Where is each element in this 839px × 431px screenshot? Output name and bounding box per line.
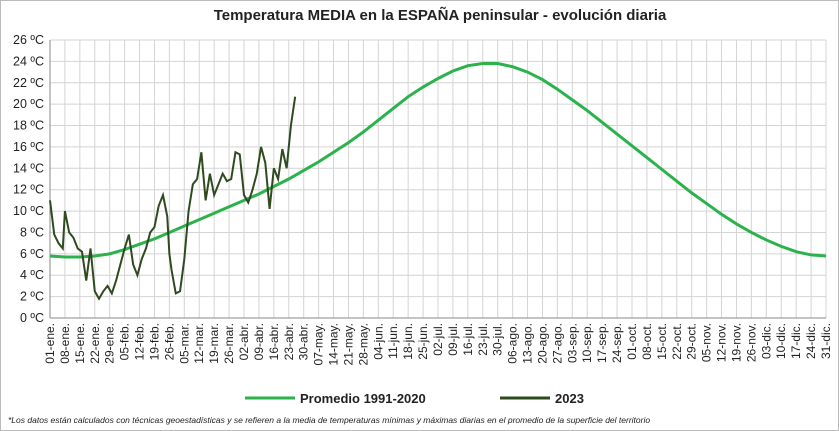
x-tick-label: 21-may. (341, 323, 355, 365)
x-tick-label: 04-jun. (371, 323, 385, 360)
x-tick-label: 12-nov. (715, 323, 729, 362)
x-tick-label: 12-mar. (192, 323, 206, 364)
x-tick-label: 10-sep. (580, 323, 594, 363)
x-tick-label: 17-dic. (789, 323, 803, 359)
legend-label: 2023 (555, 391, 584, 406)
x-tick-label: 26-mar. (222, 323, 236, 364)
x-tick-label: 16-jul. (461, 323, 475, 356)
x-tick-label: 09-abr. (252, 323, 266, 360)
y-tick-label: 6 ºC (20, 247, 44, 261)
x-tick-label: 24-dic. (804, 323, 818, 359)
y-tick-label: 14 ºC (13, 161, 44, 175)
x-tick-label: 22-ene. (88, 323, 102, 364)
x-tick-label: 19-nov. (729, 323, 743, 362)
x-tick-label: 03-sep. (565, 323, 579, 363)
x-tick-label: 22-oct. (670, 323, 684, 360)
x-tick-label: 24-sep. (610, 323, 624, 363)
x-tick-label: 06-ago. (506, 323, 520, 364)
y-tick-label: 8 ºC (20, 225, 44, 239)
x-tick-label: 23-jul. (476, 323, 490, 356)
x-tick-label: 08-ene. (58, 323, 72, 364)
x-tick-label: 16-abr. (267, 323, 281, 360)
x-tick-label: 01-ene. (43, 323, 57, 364)
x-tick-label: 05-nov. (700, 323, 714, 362)
x-tick-label: 15-oct. (655, 323, 669, 360)
y-tick-label: 24 ºC (13, 54, 44, 68)
x-tick-label: 18-jun. (401, 323, 415, 360)
x-tick-label: 13-ago. (521, 323, 535, 364)
x-tick-label: 30-jul. (491, 323, 505, 356)
y-tick-label: 16 ºC (13, 140, 44, 154)
x-tick-label: 23-abr. (282, 323, 296, 360)
x-tick-label: 29-ene. (103, 323, 117, 364)
x-tick-label: 30-abr. (297, 323, 311, 360)
x-tick-label: 11-jun. (386, 323, 400, 359)
x-tick-label: 05-feb. (118, 323, 132, 360)
x-tick-label: 10-dic. (774, 323, 788, 359)
x-tick-label: 17-sep. (595, 323, 609, 363)
chart-title: Temperatura MEDIA en la ESPAÑA peninsula… (214, 6, 667, 24)
x-tick-label: 26-feb. (162, 323, 176, 360)
y-tick-label: 20 ºC (13, 97, 44, 111)
x-tick-label: 02-abr. (237, 323, 251, 360)
x-tick-label: 20-ago. (535, 323, 549, 364)
x-tick-label: 15-ene. (73, 323, 87, 364)
x-tick-label: 01-oct. (625, 323, 639, 360)
x-tick-label: 07-may. (312, 323, 326, 365)
x-tick-label: 03-dic. (759, 323, 773, 359)
x-tick-label: 28-may. (356, 323, 370, 365)
y-tick-label: 18 ºC (13, 119, 44, 133)
x-tick-label: 05-mar. (177, 323, 191, 364)
x-tick-label: 02-jul. (431, 323, 445, 356)
x-tick-label: 27-ago. (550, 323, 564, 364)
series-line (49, 62, 827, 259)
series-line (49, 96, 297, 301)
x-tick-label: 19-feb. (147, 323, 161, 360)
legend-label: Promedio 1991-2020 (300, 391, 426, 406)
x-tick-label: 26-nov. (744, 323, 758, 362)
x-tick-label: 19-mar. (207, 323, 221, 364)
y-tick-label: 10 ºC (13, 204, 44, 218)
y-tick-label: 12 ºC (13, 183, 44, 197)
y-tick-label: 26 ºC (13, 33, 44, 47)
x-tick-label: 31-dic. (819, 323, 833, 359)
y-tick-label: 2 ºC (20, 290, 44, 304)
x-tick-label: 12-feb. (133, 323, 147, 360)
x-tick-label: 29-oct. (685, 323, 699, 360)
y-tick-label: 22 ºC (13, 76, 44, 90)
y-tick-label: 0 ºC (20, 311, 44, 325)
x-tick-label: 09-jul. (446, 323, 460, 356)
x-tick-label: 14-may. (327, 323, 341, 365)
y-tick-label: 4 ºC (20, 268, 44, 282)
footnote: *Los datos están calculados con técnicas… (8, 415, 650, 425)
x-tick-label: 25-jun. (416, 323, 430, 360)
x-tick-label: 08-oct. (640, 323, 654, 360)
